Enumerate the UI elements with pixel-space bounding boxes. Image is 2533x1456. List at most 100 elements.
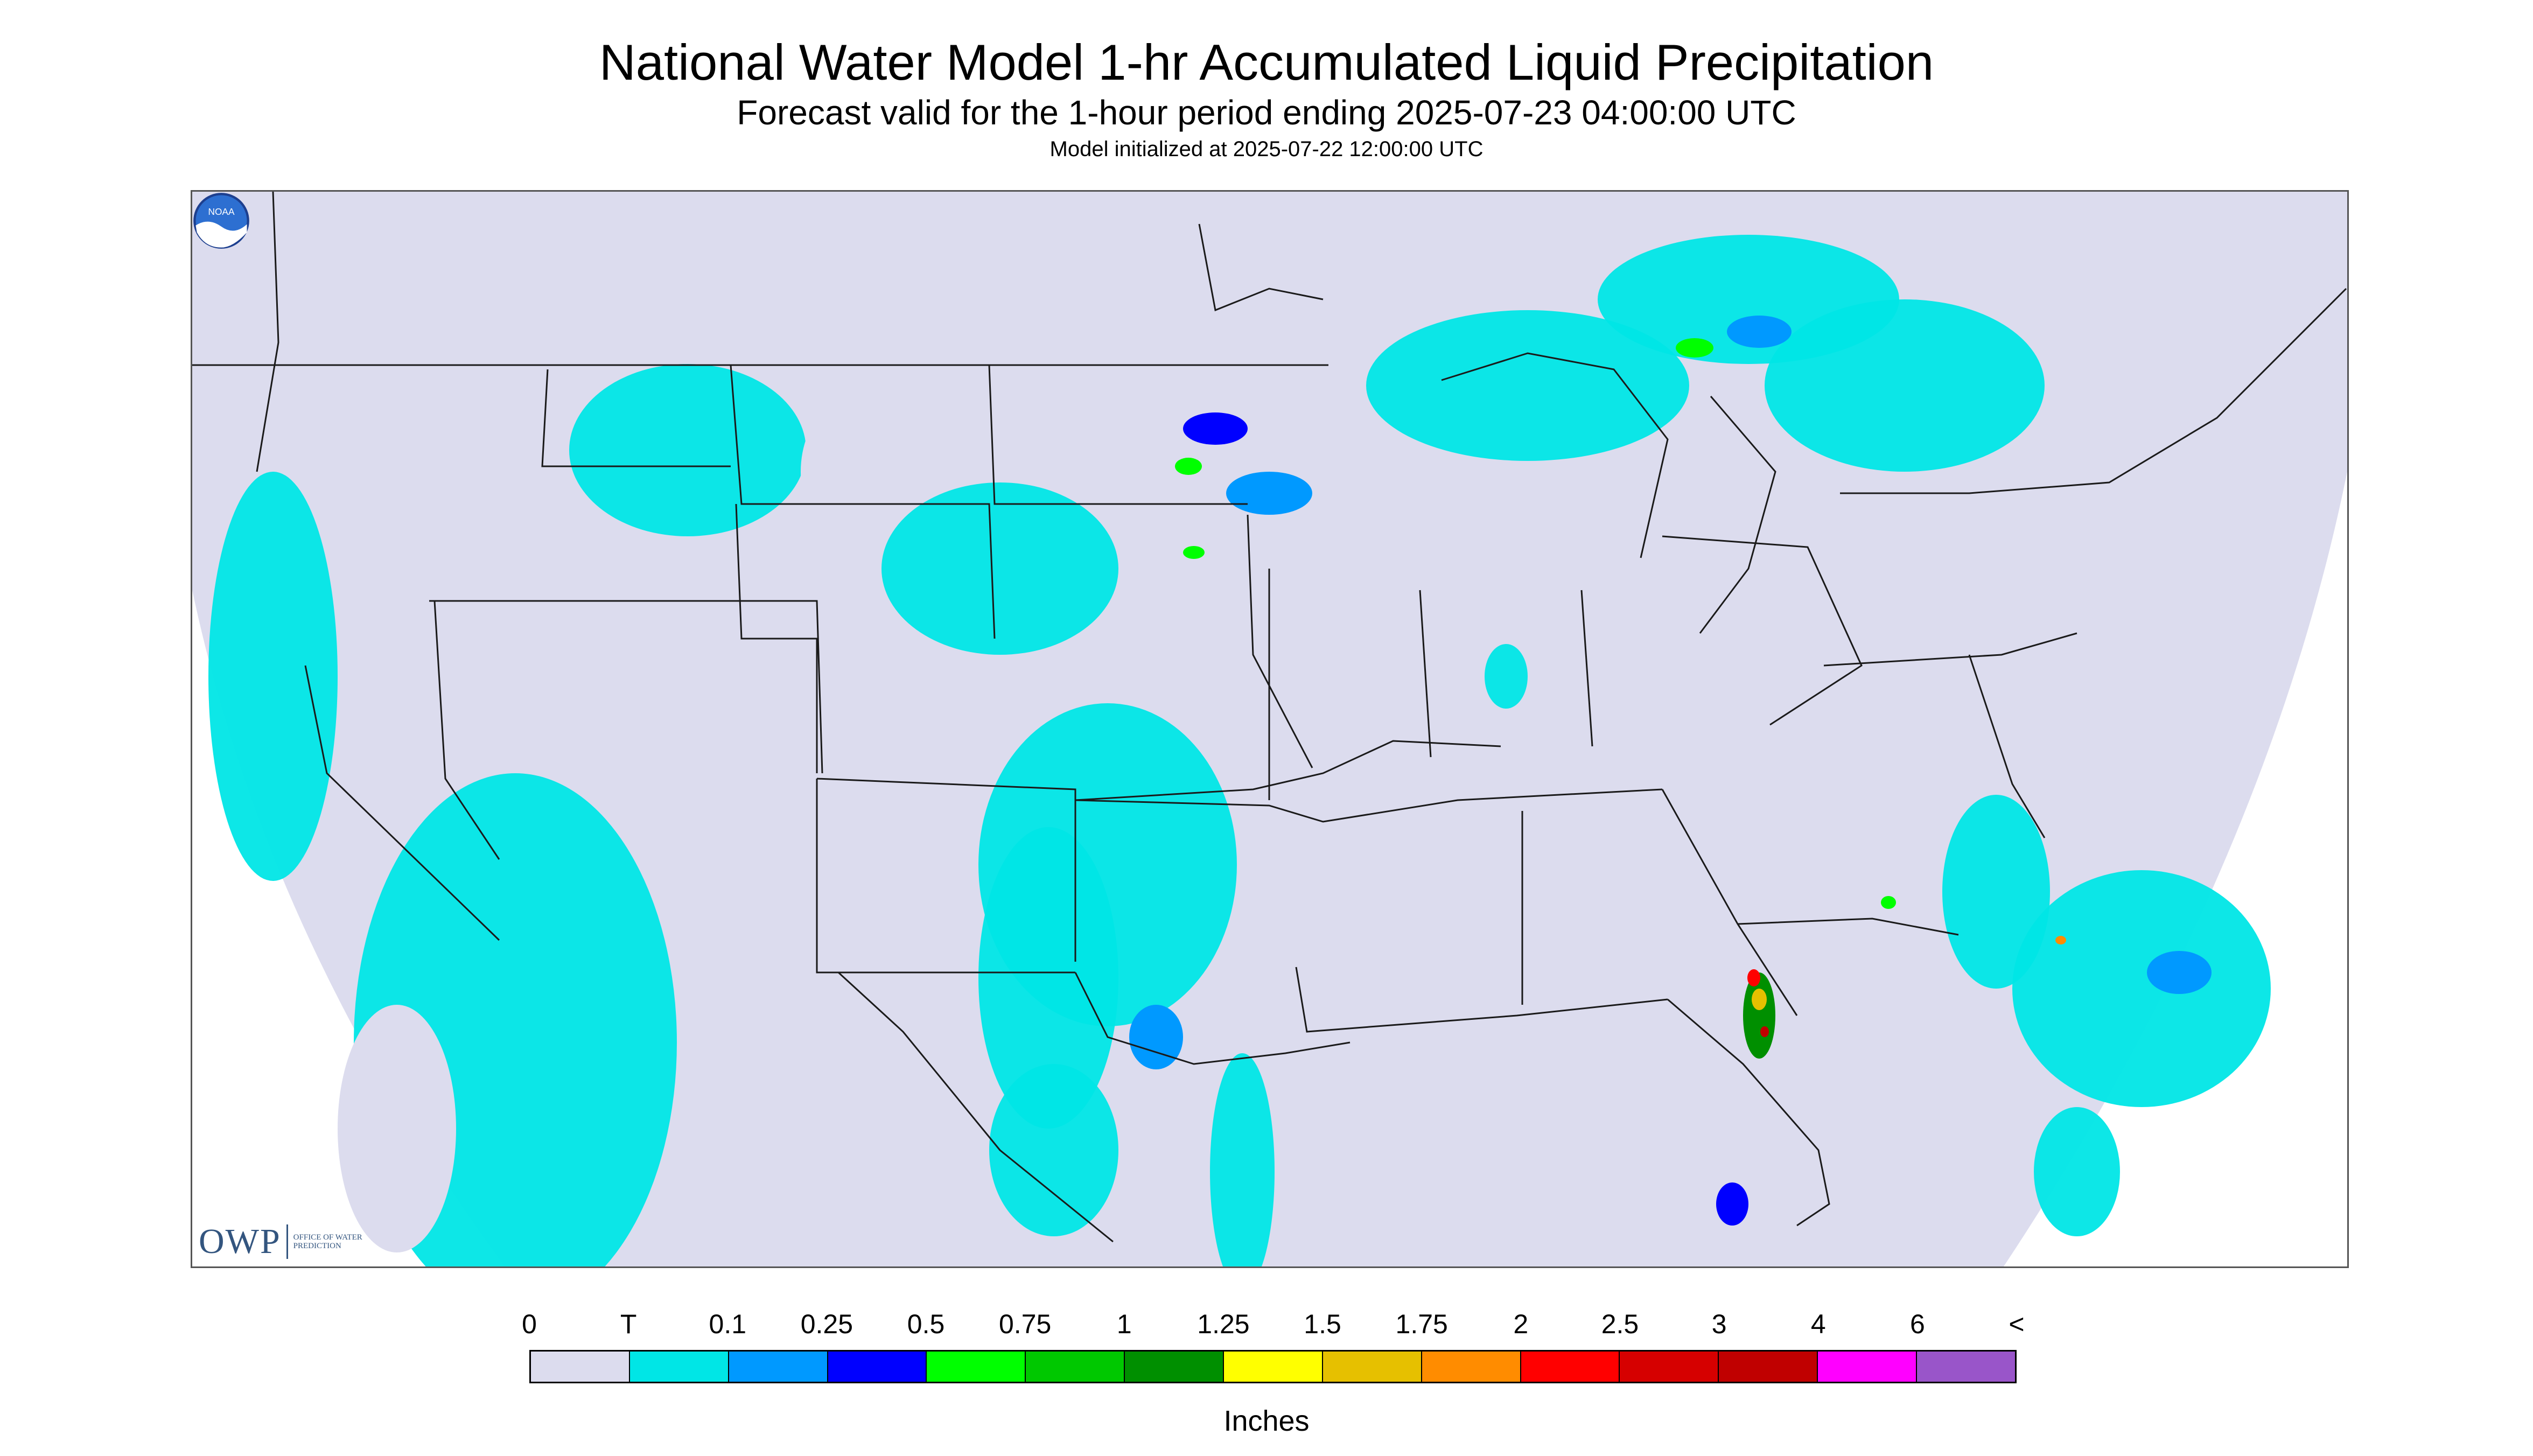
boundary-line	[1247, 514, 1313, 768]
legend-color-box	[1026, 1352, 1125, 1382]
precipitation-map: OWP OFFICE OF WATER PREDICTION NOAA	[191, 190, 2349, 1268]
precip-area	[1760, 1026, 1769, 1037]
boundary-line	[1441, 352, 1669, 558]
precip-area	[1747, 969, 1760, 986]
precip-area	[1881, 896, 1896, 909]
legend-color-box	[729, 1352, 828, 1382]
legend-color-box	[629, 1352, 729, 1382]
boundary-line	[1737, 918, 1959, 936]
legend-color-box	[828, 1352, 927, 1382]
legend-label: 2.5	[1601, 1309, 1639, 1339]
legend-color-box	[1719, 1352, 1818, 1382]
boundary-line	[735, 503, 818, 773]
boundary-line	[1667, 998, 1830, 1227]
precip-area	[881, 482, 1118, 655]
legend-color-box	[1323, 1352, 1422, 1382]
precip-area	[849, 299, 1043, 407]
boundary-line	[256, 192, 279, 472]
precip-area	[192, 246, 262, 439]
legend-color-box	[1422, 1352, 1521, 1382]
owp-logo-divider	[286, 1224, 288, 1259]
map-subtitle: Forecast valid for the 1-hour period end…	[737, 93, 1796, 132]
legend-label: 1	[1116, 1309, 1132, 1339]
precip-area	[989, 1064, 1118, 1236]
precip-area	[1210, 1053, 1275, 1266]
legend-label: 1.25	[1197, 1309, 1250, 1339]
precip-area	[1366, 310, 1689, 461]
boundary-line	[816, 779, 1075, 974]
precip-area	[2034, 1107, 2120, 1236]
boundary-line	[1823, 632, 2077, 667]
legend-label: 6	[1909, 1309, 1925, 1339]
legend-label: 0.1	[709, 1309, 747, 1339]
boundary-line	[1074, 972, 1351, 1065]
boundary-line	[1075, 740, 1501, 801]
legend-label: 0.5	[907, 1309, 945, 1339]
precip-area	[208, 472, 338, 881]
svg-text:NOAA: NOAA	[208, 206, 235, 217]
precip-area	[1743, 972, 1775, 1059]
precip-area	[1716, 1182, 1748, 1226]
precip-area	[1183, 412, 1248, 445]
owp-logo: OWP OFFICE OF WATER PREDICTION	[199, 1221, 363, 1262]
legend-label: 0.25	[800, 1309, 853, 1339]
boundary-line	[1968, 654, 2046, 838]
precipitation-layer	[192, 235, 2271, 1266]
model-init-text: Model initialized at 2025-07-22 12:00:00…	[1049, 137, 1484, 161]
legend-label: 1.5	[1304, 1309, 1341, 1339]
boundary-line	[304, 665, 500, 941]
legend-label: 4	[1810, 1309, 1826, 1339]
map-canvas	[192, 192, 2347, 1266]
boundary-line	[1419, 590, 1432, 758]
legend-color-bar	[529, 1350, 2017, 1383]
color-legend: 0 T 0.1 0.25 0.5 0.75 1 1.25 1.5 1.75 2 2.5 3 4 6 <	[522, 1293, 2025, 1390]
legend-label: 2	[1513, 1309, 1529, 1339]
legend-color-box	[1818, 1352, 1918, 1382]
precip-area	[1183, 546, 1205, 559]
legend-label: 1.75	[1395, 1309, 1448, 1339]
boundary-line	[541, 369, 731, 467]
map-title: National Water Model 1-hr Accumulated Li…	[599, 34, 1934, 90]
precip-area	[1175, 458, 1202, 475]
boundary-line	[1662, 535, 1863, 726]
boundary-line	[1198, 223, 1324, 312]
owp-logo-mark: OWP	[199, 1222, 281, 1261]
legend-color-box	[1125, 1352, 1224, 1382]
noaa-logo-icon: NOAA	[193, 193, 249, 249]
state-borders	[192, 192, 2347, 1243]
precip-area	[2055, 936, 2066, 944]
legend-color-box	[1917, 1352, 2015, 1382]
legend-color-box	[1620, 1352, 1719, 1382]
boundary-line	[1580, 590, 1593, 747]
boundary-line	[1295, 967, 1668, 1033]
precip-area	[1485, 644, 1528, 709]
legend-color-box	[927, 1352, 1026, 1382]
precip-area	[2147, 951, 2212, 994]
precip-area	[1676, 338, 1713, 358]
boundary-line	[816, 778, 1076, 962]
precip-area	[338, 1005, 456, 1252]
legend-color-box	[1224, 1352, 1323, 1382]
legend-units: Inches	[1223, 1405, 1310, 1437]
legend-label: 0.75	[998, 1309, 1052, 1339]
precip-area	[1765, 299, 2045, 472]
boundary-line	[1075, 788, 1663, 823]
precip-area	[978, 827, 1118, 1129]
legend-label: 3	[1711, 1309, 1727, 1339]
legend-label: T	[620, 1309, 637, 1339]
legend-label: <	[2009, 1309, 2025, 1339]
legend-color-box	[1521, 1352, 1620, 1382]
owp-logo-text: OFFICE OF WATER PREDICTION	[293, 1233, 362, 1250]
precip-area	[1942, 795, 2050, 989]
boundary-line	[1699, 396, 1776, 634]
boundary-line	[433, 600, 500, 860]
boundary-line	[988, 365, 1248, 505]
legend-color-box	[531, 1352, 630, 1382]
precip-area	[2012, 870, 2271, 1107]
boundary-line	[1840, 288, 2347, 494]
legend-label: 0	[522, 1309, 537, 1339]
precip-area	[1727, 316, 1792, 348]
boundary-line	[429, 600, 823, 774]
precip-area	[1129, 1005, 1183, 1069]
precip-area	[569, 364, 806, 536]
